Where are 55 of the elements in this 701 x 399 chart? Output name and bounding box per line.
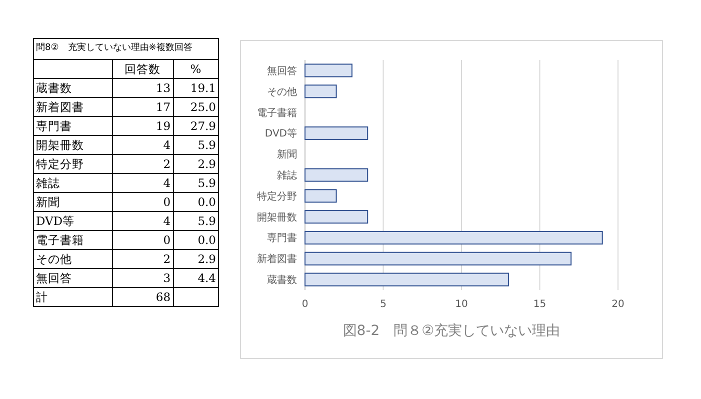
y-tick-label: その他 [267,86,297,98]
text: 問8② 充実していない理由※複数回答 [33,38,219,59]
data-label: 0 [112,230,174,250]
y-tick-label: 開架冊数 [257,211,297,224]
category-label: 開架冊数 [34,136,112,154]
data-label: 25.0 [173,98,218,116]
data-label: 68 [112,288,174,306]
y-tick-label: 新着図書 [257,253,297,266]
data-label: 19.1 [173,78,218,98]
x-tick-label: 5 [380,299,386,310]
legend-label: 回答数 [112,60,174,78]
y-tick-label: 電子書籍 [257,106,297,119]
data-label: 17 [112,98,174,116]
data-label: 5.9 [173,174,218,192]
category-label: その他 [34,250,112,268]
y-tick-label: 特定分野 [257,190,297,202]
x-tick-label: 20 [612,299,624,310]
data-label: 0 [112,192,174,212]
data-label: 0.0 [173,230,218,250]
data-label: 2.9 [173,154,218,174]
category-label: 計 [34,288,112,306]
category-label: 新聞 [34,192,112,212]
data-label: 4.4 [173,268,218,288]
category-label: DVD等 [34,212,112,230]
category-label: 特定分野 [34,154,112,174]
x-tick-label: 0 [302,299,308,310]
y-tick-label: 雑誌 [277,170,297,182]
data-label: 4 [112,136,174,154]
category-label: 蔵書数 [34,78,112,98]
category-label: 電子書籍 [34,230,112,250]
data-label: 4 [112,212,174,230]
text: 図8-2 問８②充実していない理由 [342,323,560,339]
data-label: 4 [112,174,174,192]
category-label: 新着図書 [34,98,112,116]
data-label: 0.0 [173,192,218,212]
text: % [173,60,218,78]
y-tick-label: DVD等 [264,128,297,140]
data-label: 27.9 [173,116,218,136]
data-label: 2.9 [173,250,218,268]
x-tick-label: 15 [533,299,546,310]
data-label: 19 [112,116,174,136]
data-label: 5.9 [173,136,218,154]
data-label: 5.9 [173,212,218,230]
x-tick-label: 10 [455,299,468,310]
y-tick-label: 新聞 [277,148,297,161]
y-tick-label: 蔵書数 [267,274,297,286]
category-label: 雑誌 [34,174,112,192]
data-label: 2 [112,250,174,268]
category-label: 無回答 [34,268,112,288]
y-tick-label: 無回答 [267,64,297,77]
data-label: 2 [112,154,174,174]
y-tick-label: 専門書 [267,232,297,244]
data-label: 13 [112,78,174,98]
data-label: 3 [112,268,174,288]
category-label: 専門書 [34,116,112,136]
